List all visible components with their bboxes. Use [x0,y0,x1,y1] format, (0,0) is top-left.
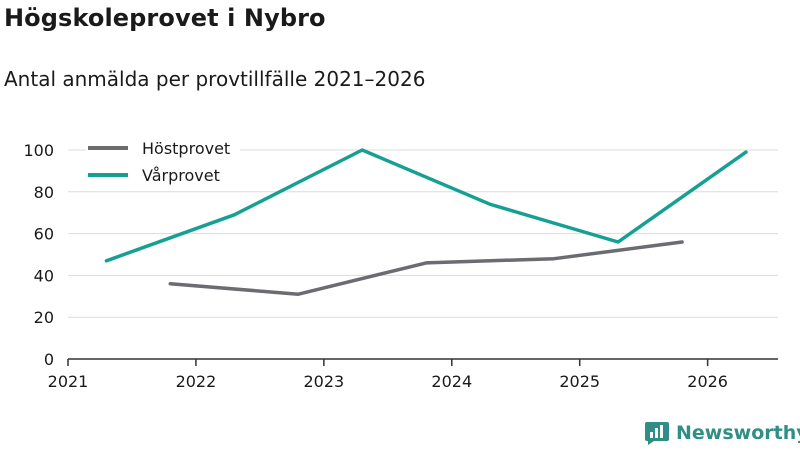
x-tick-label: 2024 [431,372,472,391]
y-tick-label: 100 [23,141,54,160]
x-tick-label: 2022 [176,372,217,391]
series-line-v-rprovet [104,148,748,263]
y-tick-label: 0 [44,350,54,369]
x-tick-label: 2026 [687,372,728,391]
y-tick-label: 20 [34,308,54,327]
y-tick-label: 60 [34,225,54,244]
series-lines [104,148,748,296]
newsworthy-logo: Newsworthy [644,420,800,446]
chart-title: Högskoleprovet i Nybro [4,4,326,32]
x-tick-label: 2021 [48,372,89,391]
axes: 0 20 40 60 80 100 2021 2022 2023 2024 2025 2026 [23,141,778,391]
x-tick-label: 2025 [559,372,600,391]
legend-label: Vårprovet [142,166,220,185]
chart-subtitle: Antal anmälda per provtillfälle 2021–202… [4,67,426,91]
legend: Höstprovet Vårprovet [86,136,240,187]
y-tick-label: 40 [34,266,54,285]
newsworthy-icon [645,422,669,445]
series-line-h-stprovet [168,240,684,296]
legend-label: Höstprovet [142,139,230,158]
brand-name: Newsworthy [676,422,800,444]
x-tick-label: 2023 [303,372,344,391]
y-tick-label: 80 [34,183,54,202]
